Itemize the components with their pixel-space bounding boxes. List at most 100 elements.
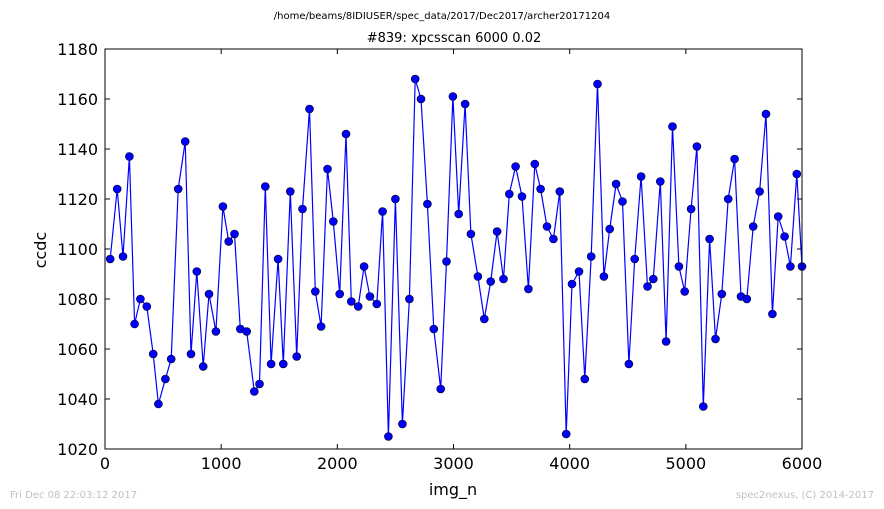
data-point: [161, 374, 170, 384]
data-point: [674, 262, 684, 271]
data-point: [391, 194, 400, 204]
x-tick-label: 5000: [665, 454, 706, 473]
data-point: [105, 254, 115, 264]
data-point: [204, 289, 214, 299]
y-tick-label: 1180: [57, 40, 98, 59]
data-point: [466, 229, 476, 239]
data-point: [605, 224, 615, 234]
data-point: [118, 252, 128, 261]
data-point: [730, 154, 739, 164]
data-point: [372, 299, 382, 309]
data-point: [755, 187, 764, 196]
data-point: [648, 274, 658, 284]
data-point: [398, 419, 407, 429]
data-point: [580, 374, 590, 384]
data-point: [186, 349, 196, 359]
data-point: [593, 79, 602, 89]
data-point: [567, 279, 577, 289]
data-point: [773, 212, 783, 221]
data-point: [692, 142, 702, 151]
data-point: [405, 294, 414, 304]
data-point: [748, 222, 758, 231]
data-point: [717, 289, 727, 299]
data-point: [136, 294, 145, 304]
data-point: [686, 204, 696, 214]
data-point: [292, 352, 302, 361]
data-point: [250, 387, 259, 396]
x-tick-label: 6000: [782, 454, 823, 473]
data-point: [536, 184, 545, 194]
y-tick-label: 1140: [57, 140, 98, 159]
data-point: [742, 294, 752, 304]
x-tick-label: 2000: [317, 454, 358, 473]
data-point: [198, 362, 208, 371]
y-tick-label: 1160: [57, 90, 98, 109]
file-path-header: /home/beams/8IDIUSER/spec_data/2017/Dec2…: [274, 11, 610, 22]
y-tick-label: 1100: [57, 240, 98, 259]
data-point: [166, 354, 176, 364]
data-point: [154, 399, 163, 409]
y-tick-label: 1020: [57, 440, 98, 459]
data-point: [218, 202, 228, 211]
data-point: [416, 94, 426, 104]
series-line: [109, 78, 803, 437]
y-tick-label: 1120: [57, 190, 98, 209]
x-tick-label: 1000: [201, 454, 242, 473]
data-point: [242, 327, 251, 336]
y-axis-label: ccdc: [31, 232, 50, 269]
series-points-layer: [105, 74, 807, 441]
footer-timestamp: Fri Dec 08 22:03:12 2017: [10, 490, 137, 501]
series-line-layer: [109, 78, 803, 437]
data-point: [192, 267, 202, 276]
data-point: [454, 209, 464, 219]
footer-credit: spec2nexus, (C) 2014-2017: [736, 490, 874, 501]
data-point: [786, 262, 795, 271]
data-point: [768, 309, 777, 319]
data-point: [780, 232, 789, 241]
data-point: [378, 207, 387, 216]
data-point: [365, 292, 375, 301]
data-point: [346, 297, 356, 306]
data-point: [230, 229, 239, 239]
data-point: [479, 314, 489, 324]
data-point: [473, 272, 483, 281]
data-point: [761, 109, 771, 119]
data-point: [530, 159, 540, 169]
data-point: [384, 432, 393, 441]
data-point: [266, 359, 276, 369]
data-point: [636, 172, 646, 181]
data-point: [125, 152, 134, 161]
data-point: [698, 402, 708, 411]
data-point: [711, 334, 720, 344]
data-point: [173, 184, 183, 194]
data-point: [611, 179, 621, 189]
data-point: [586, 252, 596, 261]
data-point: [661, 337, 671, 346]
data-point: [723, 194, 733, 204]
x-tick-label: 0: [100, 454, 110, 473]
data-point: [555, 187, 565, 196]
data-point: [278, 359, 288, 369]
data-point: [310, 287, 320, 296]
data-point: [630, 254, 640, 264]
plot-frame: [104, 48, 803, 450]
data-point: [561, 429, 571, 439]
data-point: [486, 277, 496, 286]
data-point: [273, 254, 283, 264]
data-point: [643, 282, 652, 291]
data-point: [492, 227, 502, 236]
data-point: [511, 162, 520, 171]
data-point: [260, 182, 270, 191]
data-point: [341, 129, 351, 139]
y-tick-label: 1040: [57, 390, 98, 409]
axis-ticks: 0 1000 2000 3000 4000 5000 6000 1020 1040 1060 108…: [57, 40, 822, 473]
data-point: [224, 237, 233, 246]
data-point: [211, 327, 221, 336]
data-point: [142, 302, 152, 311]
data-point: [148, 349, 158, 359]
data-point: [335, 289, 345, 299]
data-point: [436, 384, 446, 394]
data-point: [574, 267, 584, 276]
data-point: [323, 164, 332, 174]
x-tick-label: 4000: [549, 454, 590, 473]
